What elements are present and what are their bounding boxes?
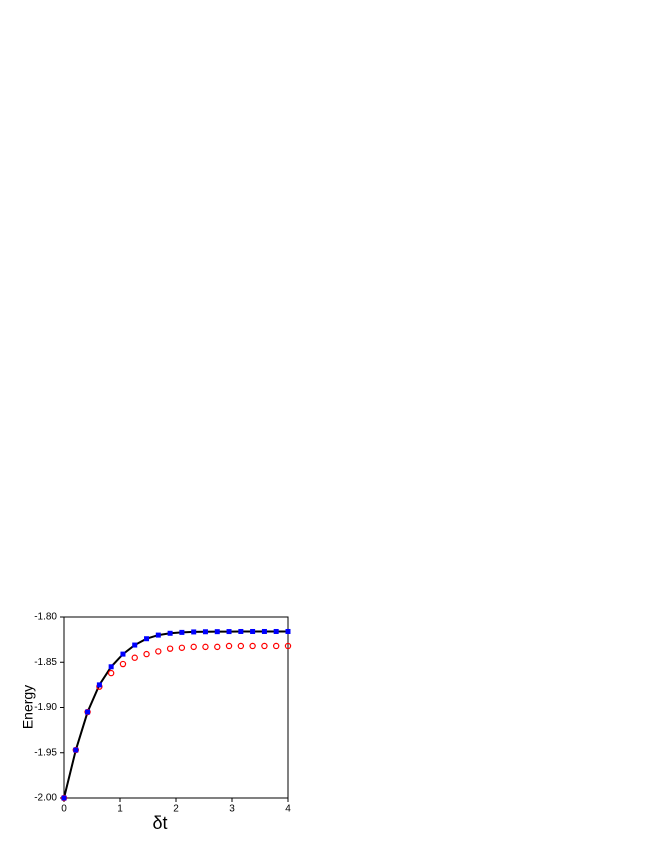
series-line: [63, 630, 288, 799]
y-tick-label: -1.80: [34, 612, 57, 623]
marker-square: [273, 628, 279, 634]
marker-circle: [261, 642, 268, 650]
marker-circle: [272, 642, 280, 650]
y-tick-label: -1.95: [34, 747, 57, 758]
x-tick-label: 1: [117, 804, 123, 815]
x-tick-label: 3: [229, 804, 235, 815]
marker-square: [108, 664, 114, 670]
marker-square: [285, 628, 291, 634]
marker-square: [85, 709, 91, 715]
marker-circle: [107, 669, 115, 677]
marker-circle: [143, 650, 150, 658]
x-tick-label: 2: [173, 804, 179, 815]
marker-square: [61, 795, 67, 801]
marker-circle: [84, 708, 91, 716]
marker-circle: [284, 642, 292, 650]
y-tick-label: -1.90: [34, 702, 57, 713]
marker-square: [120, 651, 126, 657]
marker-square: [96, 682, 102, 688]
x-axis-label: δt: [152, 813, 167, 833]
marker-circle: [166, 645, 174, 652]
marker-circle: [249, 642, 256, 650]
marker-circle: [72, 746, 80, 754]
marker-circle: [202, 643, 209, 651]
marker-square: [250, 628, 256, 634]
marker-circle: [237, 642, 245, 650]
marker-square: [155, 632, 161, 638]
marker-square: [238, 628, 244, 634]
marker-circle: [119, 660, 127, 668]
y-tick-label: -2.00: [34, 793, 57, 804]
marker-circle: [60, 794, 68, 802]
marker-circle: [225, 642, 233, 650]
marker-square: [144, 636, 150, 642]
marker-square: [261, 628, 267, 634]
marker-circle: [190, 643, 197, 651]
marker-square: [132, 642, 138, 648]
marker-circle: [214, 643, 221, 651]
marker-square: [167, 630, 173, 636]
y-tick-label: -1.85: [34, 657, 57, 668]
x-tick-label: 0: [61, 804, 67, 815]
marker-circle: [131, 654, 138, 661]
marker-square: [179, 629, 185, 635]
marker-square: [191, 629, 197, 635]
marker-square: [73, 747, 79, 753]
marker-circle: [178, 644, 186, 651]
marker-square: [214, 629, 220, 635]
marker-square: [226, 629, 232, 635]
x-tick-label: 4: [285, 804, 291, 815]
y-axis-label: Energy: [20, 685, 36, 729]
marker-square: [202, 629, 208, 635]
marker-circle: [155, 648, 162, 655]
